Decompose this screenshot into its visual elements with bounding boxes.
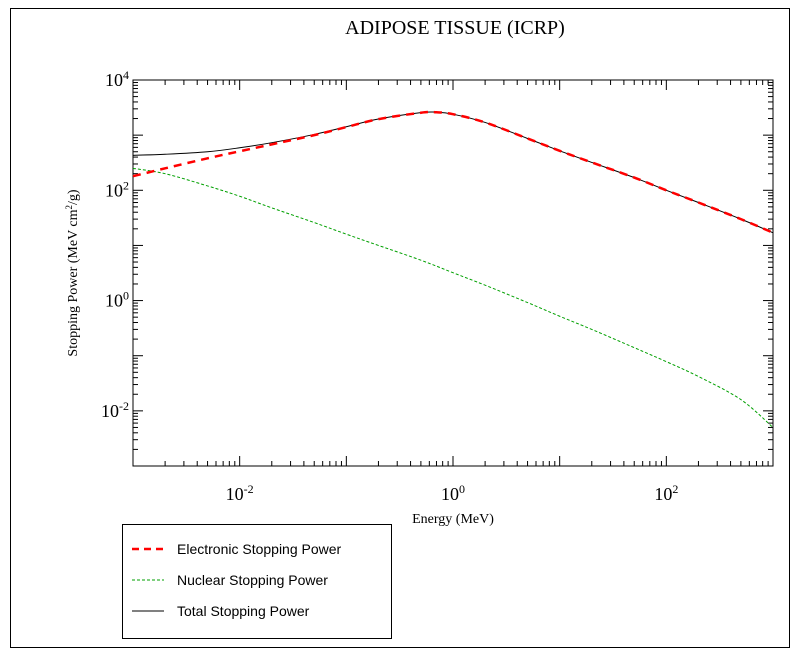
chart-title: ADIPOSE TISSUE (ICRP): [345, 17, 565, 39]
y-tick-label-exp: 4: [123, 68, 129, 82]
legend-label-electronic: Electronic Stopping Power: [177, 541, 342, 557]
series-line-electronic-stopping-power: [132, 110, 774, 234]
y-axis-label-tail: /g): [66, 189, 81, 205]
legend-item-nuclear: Nuclear Stopping Power: [131, 570, 328, 590]
x-tick-label-base: 10: [441, 484, 459, 504]
legend-item-electronic: Electronic Stopping Power: [131, 539, 341, 559]
x-tick-label: 10-2: [226, 482, 254, 504]
x-tick-label-base: 10: [654, 484, 672, 504]
series-layer: [132, 110, 774, 428]
legend-label-total: Total Stopping Power: [177, 603, 310, 619]
minor-ticks: [133, 80, 773, 466]
y-tick-label: 10-2: [101, 399, 129, 421]
legend-swatch-nuclear: [132, 579, 164, 581]
y-tick-label-base: 10: [101, 401, 119, 421]
legend-label-nuclear: Nuclear Stopping Power: [177, 572, 328, 588]
chart-svg: ADIPOSE TISSUE (ICRP) 10-2 100 10210-21001…: [64, 17, 774, 527]
x-tick-label-base: 10: [226, 484, 244, 504]
y-tick-label: 100: [105, 289, 129, 311]
y-axis-label-main: Stopping Power (MeV cm: [66, 209, 81, 356]
x-axis-label: Energy (MeV): [412, 512, 494, 527]
y-axis-label-sup: 2: [64, 205, 74, 210]
y-tick-label-base: 10: [105, 180, 123, 200]
x-tick-label-exp: 2: [672, 482, 678, 496]
y-tick-label-exp: 0: [123, 289, 129, 303]
y-tick-label: 102: [105, 178, 129, 200]
y-tick-label-base: 10: [105, 291, 123, 311]
legend: Electronic Stopping Power Nuclear Stoppi…: [122, 524, 392, 639]
series-line-total-stopping-power: [132, 111, 774, 234]
x-tick-label-exp: -2: [244, 482, 254, 496]
x-tick-label: 100: [441, 482, 465, 504]
y-tick-label-exp: -2: [119, 399, 129, 413]
major-ticks: [132, 79, 774, 467]
x-tick-label-exp: 0: [459, 482, 465, 496]
y-axis-label: Stopping Power (MeV cm2/g): [64, 189, 81, 357]
y-tick-label-exp: 2: [123, 178, 129, 192]
legend-swatch-total: [132, 610, 164, 612]
y-tick-label: 104: [105, 68, 129, 90]
x-tick-label: 102: [654, 482, 678, 504]
y-tick-label-base: 10: [105, 70, 123, 90]
series-line-nuclear-stopping-power: [132, 167, 774, 428]
legend-item-total: Total Stopping Power: [131, 601, 309, 621]
legend-swatch-electronic: [132, 547, 164, 551]
